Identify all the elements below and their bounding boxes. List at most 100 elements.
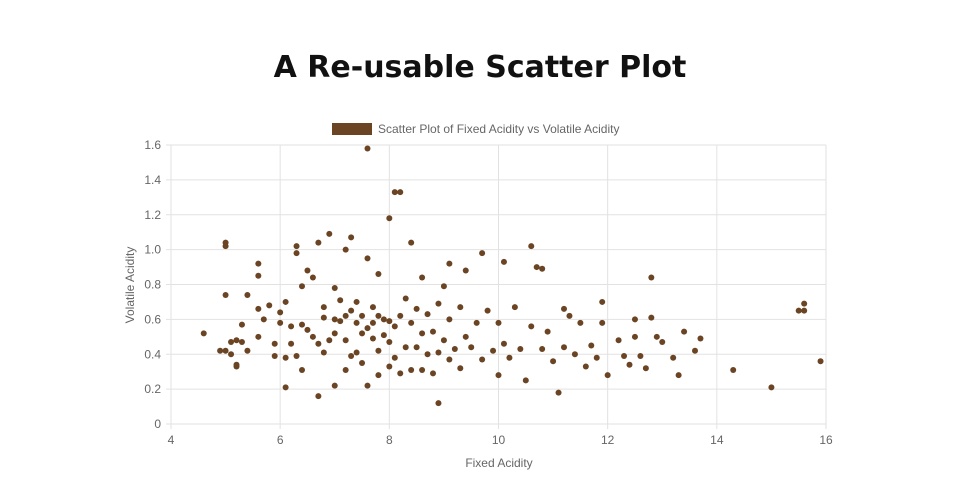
data-point[interactable] [299,321,305,328]
data-point[interactable] [266,302,273,309]
data-point[interactable] [331,316,338,323]
data-point[interactable] [424,351,431,358]
data-point[interactable] [588,342,595,349]
data-point[interactable] [500,340,507,347]
data-point[interactable] [397,312,404,319]
data-point[interactable] [238,321,245,328]
data-point[interactable] [648,274,655,281]
legend[interactable]: Scatter Plot of Fixed Acidity vs Volatil… [332,122,619,136]
data-point[interactable] [386,318,393,325]
data-point[interactable] [642,365,649,372]
data-point[interactable] [353,319,360,326]
data-point[interactable] [413,305,420,312]
data-point[interactable] [533,264,540,271]
data-point[interactable] [692,347,698,354]
data-point[interactable] [544,328,551,335]
data-point[interactable] [348,307,355,314]
data-point[interactable] [419,330,426,337]
data-point[interactable] [402,295,409,302]
data-point[interactable] [288,340,295,347]
data-point[interactable] [528,323,535,330]
data-point[interactable] [561,344,567,351]
data-point[interactable] [364,255,371,262]
data-point[interactable] [528,243,535,250]
data-point[interactable] [342,337,349,344]
data-point[interactable] [484,307,491,314]
data-point[interactable] [331,330,338,337]
data-point[interactable] [348,234,355,241]
data-point[interactable] [670,354,677,361]
data-point[interactable] [795,307,802,314]
data-point[interactable] [342,366,349,373]
data-point[interactable] [260,316,267,323]
data-point[interactable] [380,332,387,339]
data-point[interactable] [397,189,404,196]
data-point[interactable] [364,325,371,332]
data-point[interactable] [304,326,311,333]
data-point[interactable] [255,333,262,340]
data-point[interactable] [364,382,371,389]
data-point[interactable] [320,304,327,311]
data-point[interactable] [446,260,453,267]
data-point[interactable] [342,246,349,253]
data-point[interactable] [342,312,349,319]
data-point[interactable] [435,400,442,407]
data-point[interactable] [768,384,775,391]
data-point[interactable] [631,316,638,323]
data-point[interactable] [369,335,376,342]
data-point[interactable] [391,354,398,361]
data-point[interactable] [369,319,376,326]
data-point[interactable] [582,363,589,370]
data-point[interactable] [555,389,562,396]
data-point[interactable] [801,300,808,307]
data-point[interactable] [255,260,262,267]
data-point[interactable] [222,243,229,250]
data-point[interactable] [359,330,366,337]
data-point[interactable] [315,393,322,400]
data-point[interactable] [337,297,344,304]
data-point[interactable] [462,267,469,274]
data-point[interactable] [681,328,688,335]
data-point[interactable] [277,319,284,326]
data-point[interactable] [391,323,398,330]
data-point[interactable] [293,352,300,359]
data-point[interactable] [615,337,622,344]
data-point[interactable] [653,333,660,340]
data-point[interactable] [419,274,426,281]
data-point[interactable] [315,239,322,246]
data-point[interactable] [359,312,366,319]
data-point[interactable] [408,239,415,246]
data-point[interactable] [293,243,300,250]
data-point[interactable] [326,337,333,344]
data-point[interactable] [326,230,333,237]
data-point[interactable] [359,359,366,366]
data-point[interactable] [309,274,316,281]
data-point[interactable] [408,319,415,326]
data-point[interactable] [299,283,305,290]
data-point[interactable] [255,305,262,312]
data-point[interactable] [309,333,316,340]
data-point[interactable] [282,298,289,305]
data-point[interactable] [222,291,229,298]
data-point[interactable] [440,283,447,290]
data-point[interactable] [386,215,393,222]
data-point[interactable] [331,284,338,291]
data-point[interactable] [697,335,704,342]
data-point[interactable] [566,312,573,319]
data-point[interactable] [462,333,469,340]
data-point[interactable] [539,265,546,272]
data-point[interactable] [457,304,464,311]
data-point[interactable] [593,354,600,361]
data-point[interactable] [315,340,322,347]
data-point[interactable] [386,339,393,346]
data-point[interactable] [675,372,682,379]
data-point[interactable] [435,300,442,307]
data-point[interactable] [539,346,546,353]
data-point[interactable] [424,311,431,318]
data-point[interactable] [599,319,606,326]
data-point[interactable] [561,305,567,312]
data-point[interactable] [430,328,436,335]
data-point[interactable] [217,347,224,354]
data-point[interactable] [233,361,240,368]
data-point[interactable] [446,316,453,323]
